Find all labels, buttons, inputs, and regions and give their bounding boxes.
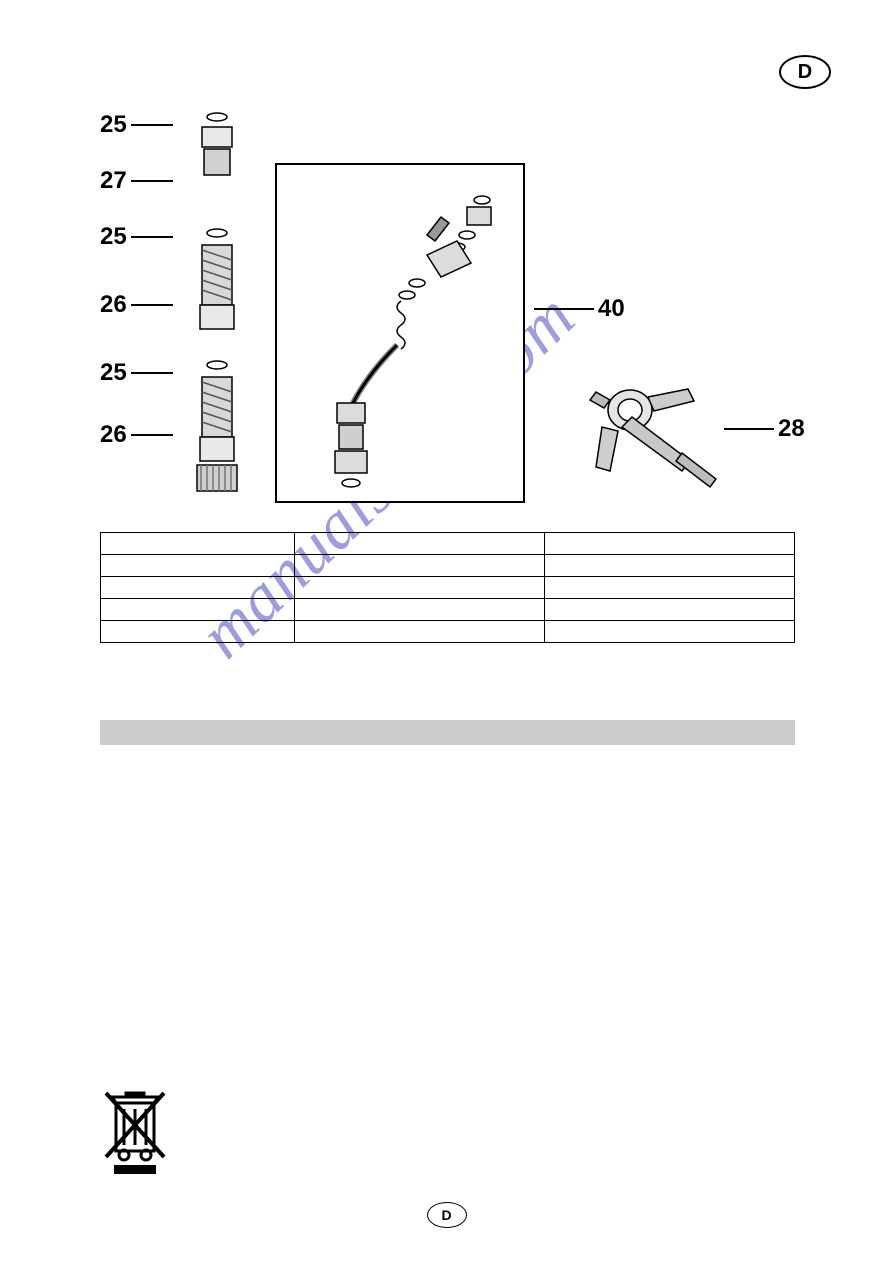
table-row	[101, 533, 795, 555]
table-row	[101, 599, 795, 621]
table-cell	[295, 621, 545, 643]
callout-left-num-0: 25	[100, 111, 127, 139]
table-cell	[545, 533, 795, 555]
parts-stack-illustration	[182, 105, 252, 505]
page-number: D	[427, 1202, 467, 1228]
table-cell	[545, 621, 795, 643]
callout-left-0: 25	[100, 111, 177, 139]
callout-left-4: 25	[100, 359, 177, 387]
table-row	[101, 555, 795, 577]
callout-left-5: 26	[100, 421, 177, 449]
callout-left-num-5: 26	[100, 421, 127, 449]
exploded-diagram: 25 27 25 26 25 26	[100, 105, 800, 525]
callout-left-num-3: 26	[100, 291, 127, 319]
parts-table	[100, 532, 795, 643]
table-cell	[101, 555, 295, 577]
locale-badge-text: D	[798, 61, 812, 84]
page-number-letter: D	[441, 1207, 451, 1223]
table-cell	[295, 555, 545, 577]
warranty-block	[100, 765, 795, 771]
table-cell	[295, 599, 545, 621]
table-cell	[101, 577, 295, 599]
table-cell	[545, 555, 795, 577]
callout-left-num-4: 25	[100, 359, 127, 387]
table-cell	[295, 533, 545, 555]
table-row	[101, 621, 795, 643]
callout-left-num-2: 25	[100, 223, 127, 251]
table-cell	[101, 621, 295, 643]
locale-badge: D	[779, 55, 831, 89]
callout-40-num: 40	[598, 295, 625, 323]
callout-left-2: 25	[100, 223, 177, 251]
table-cell	[101, 599, 295, 621]
callout-28-num: 28	[778, 415, 805, 443]
section-heading-bar	[100, 720, 795, 745]
table-cell	[295, 577, 545, 599]
callout-40: 40	[530, 295, 625, 323]
table-row	[101, 577, 795, 599]
table-cell	[545, 599, 795, 621]
table-cell	[101, 533, 295, 555]
disposal-block	[100, 1020, 795, 1026]
page-number-oval: D	[427, 1202, 467, 1228]
valve-inset-illustration	[275, 163, 525, 503]
callout-left-3: 26	[100, 291, 177, 319]
table-cell	[545, 577, 795, 599]
callout-28: 28	[720, 415, 805, 443]
weee-icon	[100, 1085, 170, 1175]
clamp-illustration	[570, 365, 730, 505]
callout-left-1: 27	[100, 167, 177, 195]
callout-left-num-1: 27	[100, 167, 127, 195]
